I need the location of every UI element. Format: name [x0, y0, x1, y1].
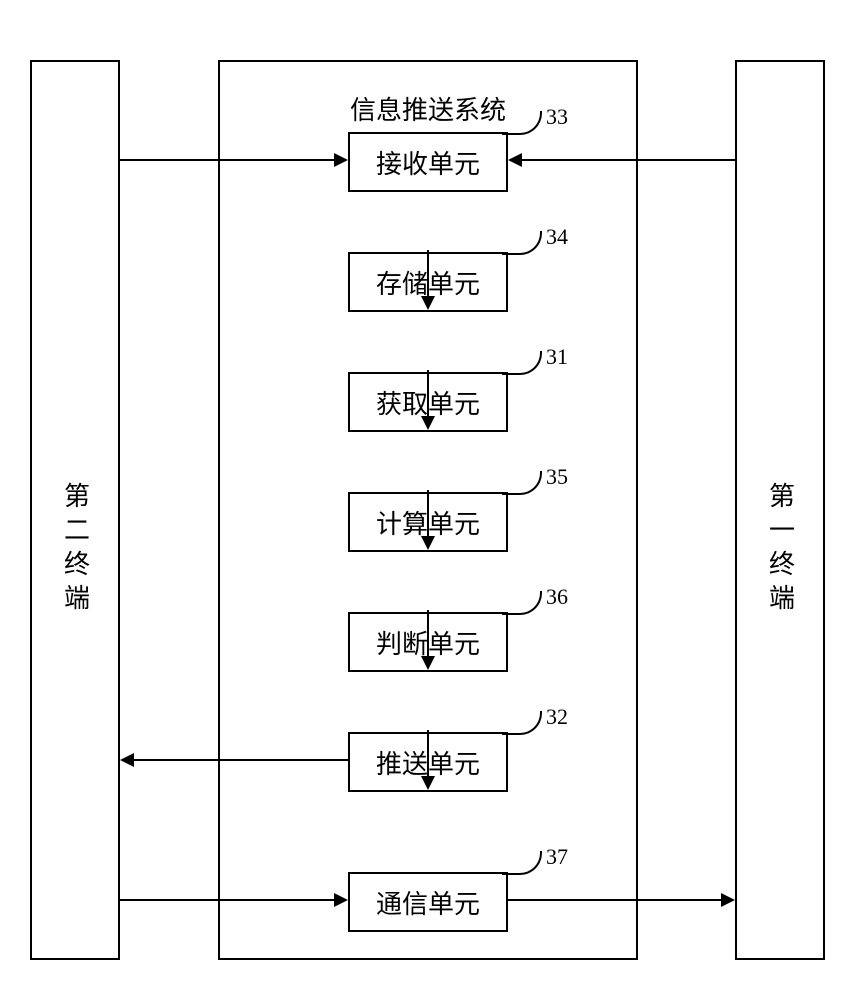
- unit-store-label: 存储单元: [376, 264, 480, 301]
- curve-comm: [502, 851, 542, 875]
- unit-get-label: 获取单元: [376, 384, 480, 421]
- system-box: 信息推送系统 接收单元 33 存储单元 34 获取单元 31 计算单元 35 判…: [218, 60, 638, 960]
- second-terminal-box: 第二终端: [30, 60, 120, 960]
- unit-judge-num: 36: [546, 584, 568, 610]
- curve-push: [502, 711, 542, 735]
- unit-calc-label: 计算单元: [376, 504, 480, 541]
- unit-push-label: 推送单元: [376, 744, 480, 781]
- unit-calc: 计算单元: [348, 492, 508, 552]
- curve-recv: [502, 111, 542, 135]
- unit-get-num: 31: [546, 344, 568, 370]
- unit-get: 获取单元: [348, 372, 508, 432]
- unit-comm-num: 37: [546, 844, 568, 870]
- curve-judge: [502, 591, 542, 615]
- first-terminal-label: 第一终端: [762, 482, 799, 618]
- unit-comm-label: 通信单元: [376, 884, 480, 921]
- unit-store: 存储单元: [348, 252, 508, 312]
- unit-push: 推送单元: [348, 732, 508, 792]
- curve-store: [502, 231, 542, 255]
- first-terminal-box: 第一终端: [735, 60, 825, 960]
- curve-get: [502, 351, 542, 375]
- system-title: 信息推送系统: [350, 90, 506, 127]
- unit-judge: 判断单元: [348, 612, 508, 672]
- unit-recv-label: 接收单元: [376, 144, 480, 181]
- unit-calc-num: 35: [546, 464, 568, 490]
- unit-push-num: 32: [546, 704, 568, 730]
- diagram-canvas: 第二终端 信息推送系统 接收单元 33 存储单元 34 获取单元 31 计算单元…: [0, 0, 854, 1000]
- unit-store-num: 34: [546, 224, 568, 250]
- unit-recv: 接收单元: [348, 132, 508, 192]
- unit-judge-label: 判断单元: [376, 624, 480, 661]
- unit-recv-num: 33: [546, 104, 568, 130]
- second-terminal-label: 第二终端: [57, 482, 94, 618]
- curve-calc: [502, 471, 542, 495]
- unit-comm: 通信单元: [348, 872, 508, 932]
